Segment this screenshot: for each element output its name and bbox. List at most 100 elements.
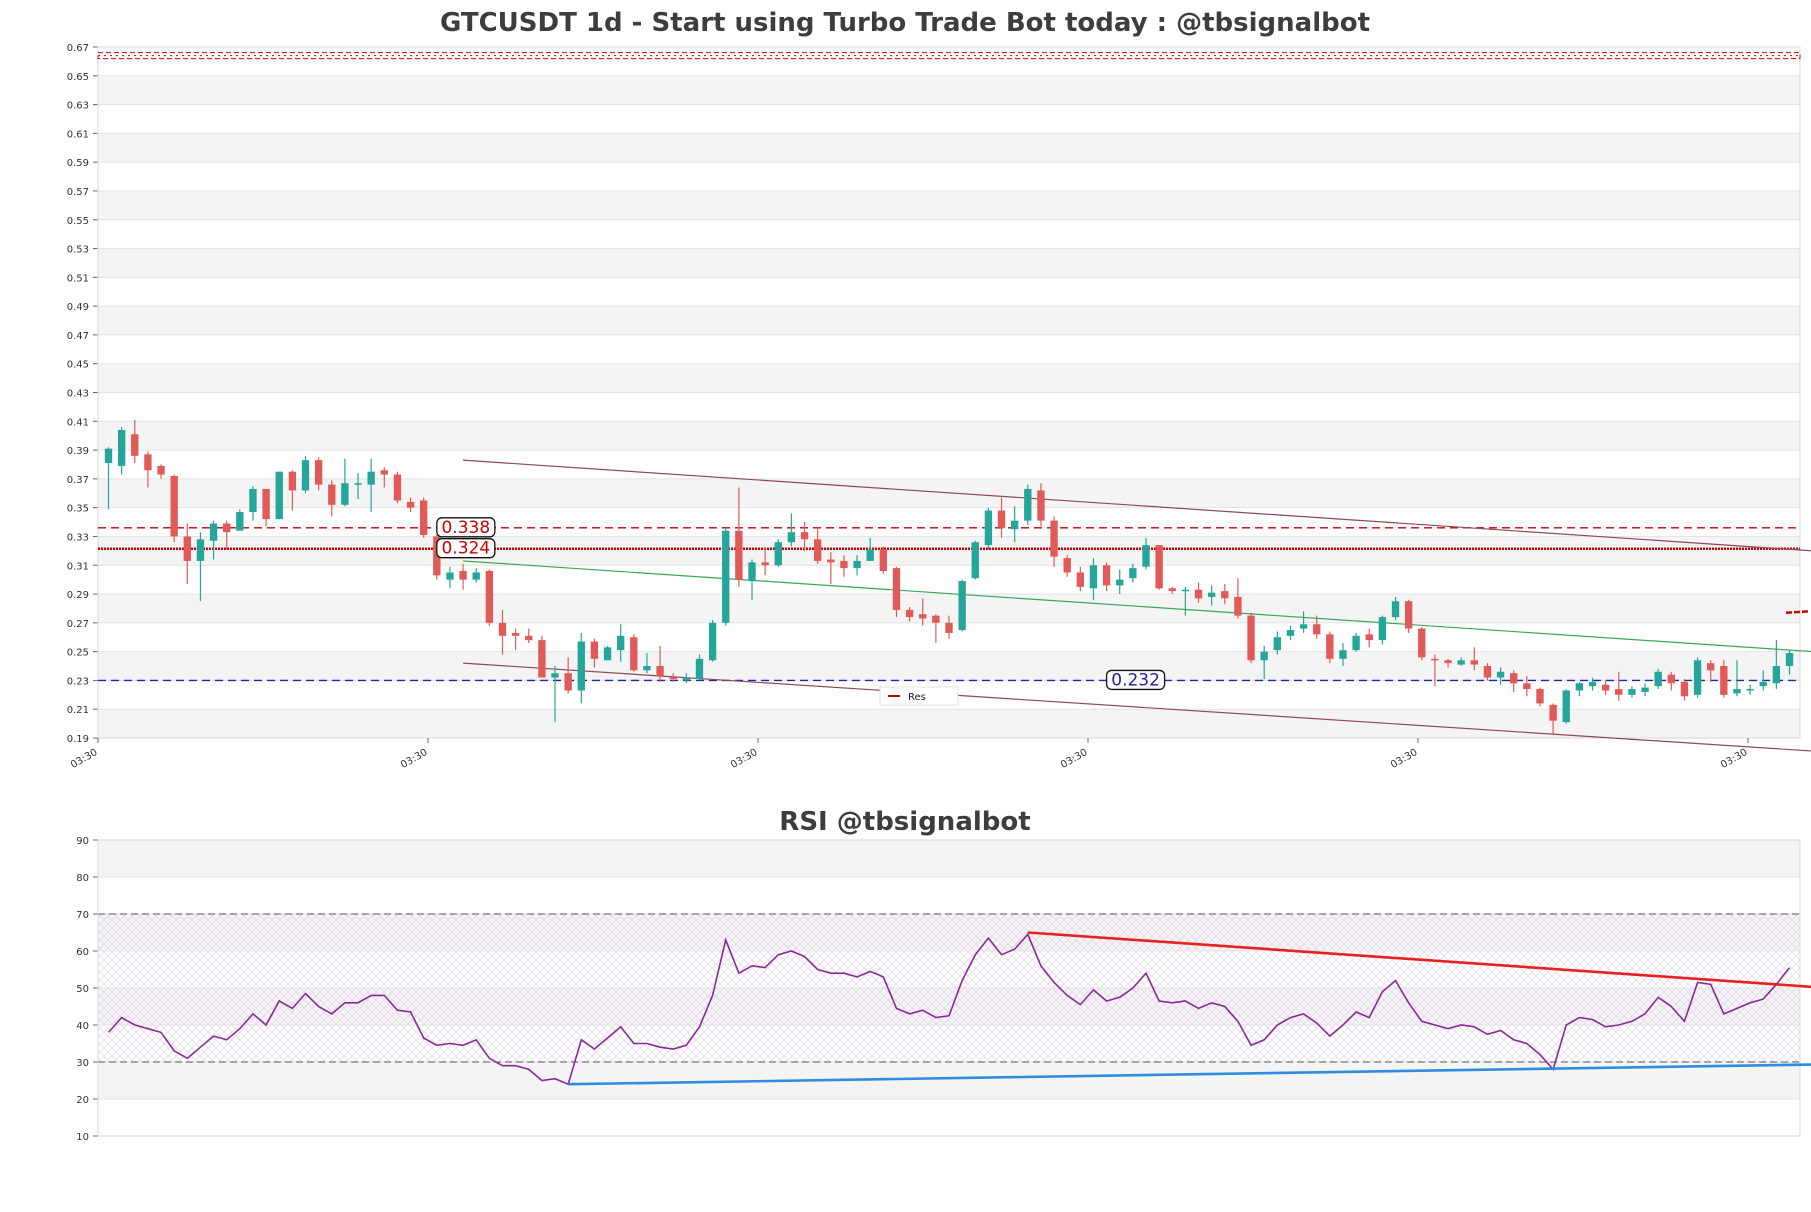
candle-body: [1457, 660, 1465, 665]
candle-body: [157, 465, 165, 475]
price-grid-band: [98, 190, 1800, 220]
rsi-y-tick-label: 80: [76, 873, 89, 884]
rsi-plot-frame: [97, 839, 1801, 1137]
candle-body: [406, 501, 415, 508]
candle-body: [459, 571, 467, 580]
candle-body: [1234, 596, 1242, 616]
candle-body: [1693, 660, 1702, 695]
price-chart-title: GTCUSDT 1d - Start using Turbo Trade Bot…: [440, 8, 1370, 38]
candle-body: [708, 622, 717, 661]
candle-body: [209, 523, 218, 541]
candle-body: [1667, 674, 1675, 684]
candle-body: [275, 471, 283, 520]
rsi-y-tick-label: 30: [76, 1058, 89, 1069]
price-y-tick-label: 0.43: [67, 389, 89, 400]
price-grid-band: [98, 133, 1800, 163]
price-y-tick-label: 0.23: [67, 676, 89, 687]
candle-body: [393, 474, 402, 501]
price-grid-band: [98, 651, 1800, 681]
candle-body: [1601, 684, 1610, 691]
candle-body: [551, 673, 559, 678]
candle-body: [1391, 601, 1400, 618]
candle-body: [328, 484, 336, 505]
trendline-channel-mid: [463, 560, 1811, 653]
price-grid-band: [98, 363, 1800, 393]
candle-body: [735, 530, 743, 580]
candle-body: [1470, 660, 1478, 665]
candle-body: [1588, 681, 1597, 687]
rsi-trendline-rsi-low: [568, 1063, 1811, 1086]
candle-body: [1116, 579, 1124, 586]
candle-body: [1575, 683, 1584, 691]
price-y-tick-label: 0.55: [67, 216, 89, 227]
candle-body: [1299, 624, 1308, 629]
price-x-tick-label: 03:30: [729, 747, 759, 771]
price-y-tick-label: 0.19: [67, 734, 89, 745]
candle-body: [564, 673, 572, 691]
candle-body: [577, 641, 585, 691]
candle-body: [892, 568, 901, 610]
candle-body: [1024, 488, 1032, 521]
candle-body: [695, 658, 704, 679]
candle-body: [1063, 558, 1071, 573]
candle-body: [511, 632, 520, 636]
candle-body: [341, 483, 349, 505]
candle-body: [1404, 601, 1413, 629]
price-panel: 0.19 0.21 0.23 0.25 0.27 0.29 0.31 0.33 0.35 0.37…: [67, 43, 1811, 771]
candle-body: [630, 637, 638, 671]
candle-body: [905, 609, 914, 618]
candle-body: [1010, 520, 1019, 530]
candle-body: [104, 448, 113, 464]
candle-body: [945, 622, 953, 633]
candle-body: [1221, 591, 1229, 599]
price-y-tick-label: 0.67: [67, 43, 89, 54]
price-y-tick-label: 0.25: [67, 648, 89, 659]
rsi-y-tick-label: 10: [76, 1132, 89, 1143]
candle-body: [1733, 689, 1741, 694]
candle-body: [603, 647, 612, 661]
candle-body: [919, 614, 927, 619]
candle-body: [1562, 690, 1570, 723]
price-x-tick-label: 03:30: [399, 747, 429, 771]
price-y-tick-label: 0.47: [67, 331, 89, 342]
candle-body: [196, 539, 205, 561]
candle-body: [1680, 681, 1689, 697]
candle-body: [1352, 635, 1360, 651]
level-label: 0.232: [1111, 670, 1160, 690]
candle-body: [1089, 565, 1098, 589]
price-y-tick-label: 0.29: [67, 590, 89, 601]
price-y-tick-label: 0.41: [67, 417, 89, 428]
candle-body: [1418, 628, 1426, 658]
candle-body: [1378, 617, 1387, 641]
candle-body: [748, 562, 756, 582]
candle-body: [682, 677, 691, 681]
candle-body: [997, 510, 1006, 528]
candle-body: [866, 549, 874, 561]
rsi-series-line: [107, 932, 1791, 1086]
candle-body: [354, 483, 362, 485]
candle-body: [485, 571, 494, 623]
price-y-tick-label: 0.59: [67, 158, 89, 169]
candle-body: [144, 454, 152, 471]
candle-body: [131, 434, 139, 456]
price-grid-band: [98, 75, 1800, 105]
candle-body: [1207, 592, 1216, 597]
price-grid-band: [98, 536, 1800, 566]
candle-body: [380, 470, 388, 475]
candle-body: [827, 559, 835, 563]
price-y-tick-label: 0.35: [67, 504, 89, 515]
level-label-box: [1105, 669, 1166, 691]
candle-body: [879, 549, 888, 572]
legend-box: [879, 686, 959, 706]
candle-body: [262, 488, 270, 520]
candle-body: [1654, 671, 1662, 687]
candle-body: [1037, 490, 1045, 521]
candle-body: [1496, 671, 1505, 678]
level-label: 0.324: [441, 539, 490, 559]
candle-body: [1365, 634, 1373, 641]
price-y-tick-label: 0.53: [67, 245, 89, 256]
candle-body: [1431, 658, 1439, 661]
level-label: 0.338: [441, 518, 490, 538]
